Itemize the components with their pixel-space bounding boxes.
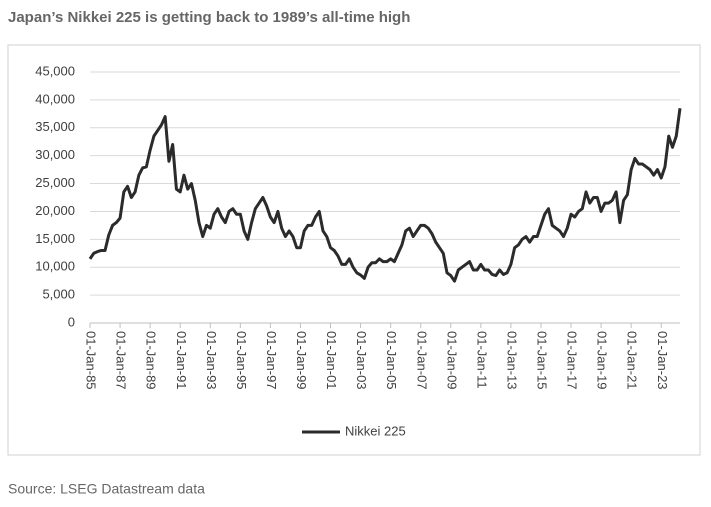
y-tick-label: 0 <box>68 314 75 329</box>
x-tick-label: 01-Jan-89 <box>144 331 159 390</box>
y-tick-label: 35,000 <box>35 119 75 134</box>
x-tick-label: 01-Jan-91 <box>174 331 189 390</box>
x-tick-label: 01-Jan-09 <box>444 331 459 390</box>
line-series <box>88 108 682 283</box>
x-tick-label: 01-Jan-01 <box>324 331 339 390</box>
x-tick-label: 01-Jan-99 <box>294 331 309 390</box>
x-tick-label: 01-Jan-85 <box>84 331 99 390</box>
x-tick-label: 01-Jan-03 <box>354 331 369 390</box>
x-tick-label: 01-Jan-13 <box>504 331 519 390</box>
y-tick-label: 25,000 <box>35 175 75 190</box>
x-tick-label: 01-Jan-21 <box>625 331 640 390</box>
legend-label: Nikkei 225 <box>345 423 406 438</box>
x-tick-label: 01-Jan-11 <box>474 331 489 389</box>
x-tick-label: 01-Jan-17 <box>565 331 580 390</box>
chart-frame <box>7 44 701 456</box>
x-tick-label: 01-Jan-95 <box>234 331 249 390</box>
chart-title: Japan’s Nikkei 225 is getting back to 19… <box>8 9 410 26</box>
x-tick-label: 01-Jan-93 <box>204 331 219 390</box>
x-tick-label: 01-Jan-87 <box>114 331 129 390</box>
y-tick-label: 20,000 <box>35 203 75 218</box>
y-tick-label: 40,000 <box>35 91 75 106</box>
x-tick-label: 01-Jan-23 <box>655 331 670 390</box>
y-tick-label: 45,000 <box>35 63 75 78</box>
y-tick-label: 15,000 <box>35 231 75 246</box>
x-tick-label: 01-Jan-15 <box>535 331 550 390</box>
y-tick-label: 5,000 <box>42 287 75 302</box>
x-tick-label: 01-Jan-97 <box>264 331 279 390</box>
x-tick-label: 01-Jan-19 <box>595 331 610 390</box>
x-tick-label: 01-Jan-07 <box>414 331 429 390</box>
y-tick-label: 30,000 <box>35 147 75 162</box>
source-note: Source: LSEG Datastream data <box>8 481 205 497</box>
y-tick-label: 10,000 <box>35 259 75 274</box>
x-tick-label: 01-Jan-05 <box>384 331 399 390</box>
